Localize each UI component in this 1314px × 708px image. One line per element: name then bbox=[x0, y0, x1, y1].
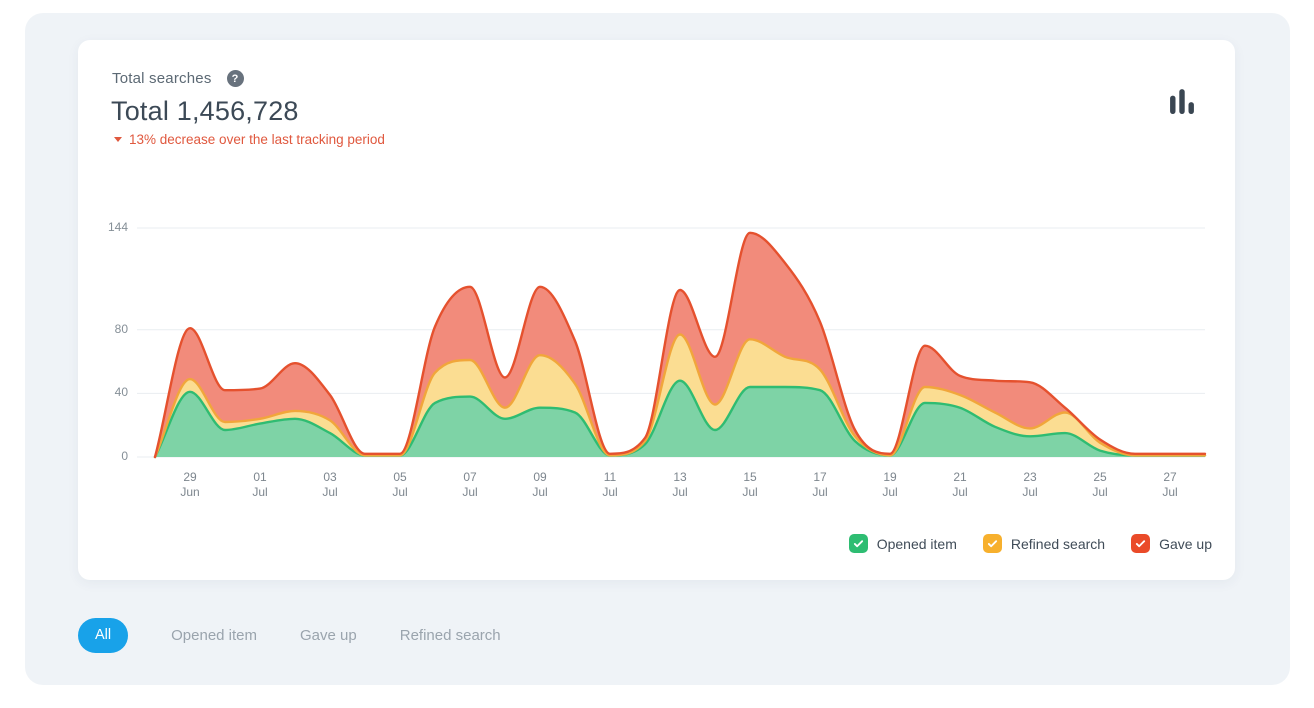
x-axis-tick: 07 Jul bbox=[462, 470, 478, 499]
x-axis-tick: 25 Jul bbox=[1092, 470, 1108, 499]
checkbox-checked-icon[interactable] bbox=[1131, 534, 1151, 553]
area-chart bbox=[137, 227, 1207, 459]
y-axis-label: 80 bbox=[114, 321, 128, 336]
x-axis-tick: 21 Jul bbox=[952, 470, 968, 499]
x-axis-tick: 01 Jul bbox=[252, 470, 268, 499]
filter-tabs: All Opened item Gave up Refined search bbox=[78, 617, 501, 653]
checkbox-checked-icon[interactable] bbox=[982, 534, 1002, 553]
x-axis-tick: 23 Jul bbox=[1022, 470, 1038, 499]
x-axis-tick: 29 Jun bbox=[180, 470, 200, 499]
legend-label: Refined search bbox=[1010, 535, 1106, 552]
x-axis-tick: 03 Jul bbox=[322, 470, 338, 499]
x-axis-tick: 15 Jul bbox=[742, 470, 758, 499]
x-axis: 29 Jun 01 Jul 03 Jul 05 Jul 07 Jul 09 Jul 11 Jul 13 Jul… bbox=[137, 470, 1205, 504]
y-axis: 0 40 80 144 bbox=[82, 212, 128, 464]
chart-legend: Opened item Refined search Gave up bbox=[848, 534, 1212, 553]
help-icon[interactable]: ? bbox=[226, 70, 244, 87]
x-axis-tick: 19 Jul bbox=[882, 470, 898, 499]
card-header: Total searches ? bbox=[112, 70, 244, 87]
legend-label: Opened item bbox=[876, 535, 957, 552]
total-searches-card: Total searches ? Total 1,456,728 13% dec… bbox=[78, 40, 1235, 580]
total-value: Total 1,456,728 bbox=[111, 96, 299, 126]
legend-item-opened-item[interactable]: Opened item bbox=[848, 534, 957, 553]
x-axis-tick: 27 Jul bbox=[1162, 470, 1178, 499]
x-axis-tick: 05 Jul bbox=[392, 470, 408, 499]
y-axis-label: 144 bbox=[107, 220, 128, 234]
y-axis-label: 40 bbox=[114, 385, 128, 400]
filter-tab-refined-search[interactable]: Refined search bbox=[399, 626, 501, 644]
x-axis-tick: 13 Jul bbox=[672, 470, 688, 499]
x-axis-tick: 17 Jul bbox=[812, 470, 828, 499]
legend-item-refined-search[interactable]: Refined search bbox=[982, 534, 1106, 553]
filter-tab-gave-up[interactable]: Gave up bbox=[300, 626, 357, 644]
legend-item-gave-up[interactable]: Gave up bbox=[1131, 534, 1212, 553]
y-axis-label: 0 bbox=[121, 449, 128, 463]
card-title: Total searches bbox=[112, 70, 212, 87]
delta-indicator: 13% decrease over the last tracking peri… bbox=[114, 132, 385, 147]
bar-chart-icon[interactable] bbox=[1169, 88, 1195, 114]
dashboard-panel: Total searches ? Total 1,456,728 13% dec… bbox=[25, 13, 1290, 685]
legend-label: Gave up bbox=[1159, 535, 1212, 552]
filter-tab-opened-item[interactable]: Opened item bbox=[171, 626, 258, 644]
down-triangle-icon bbox=[114, 137, 122, 142]
x-axis-tick: 11 Jul bbox=[602, 470, 618, 499]
filter-tab-all[interactable]: All bbox=[78, 617, 129, 653]
delta-text: 13% decrease over the last tracking peri… bbox=[129, 132, 385, 147]
checkbox-checked-icon[interactable] bbox=[848, 534, 868, 553]
x-axis-tick: 09 Jul bbox=[532, 470, 548, 499]
